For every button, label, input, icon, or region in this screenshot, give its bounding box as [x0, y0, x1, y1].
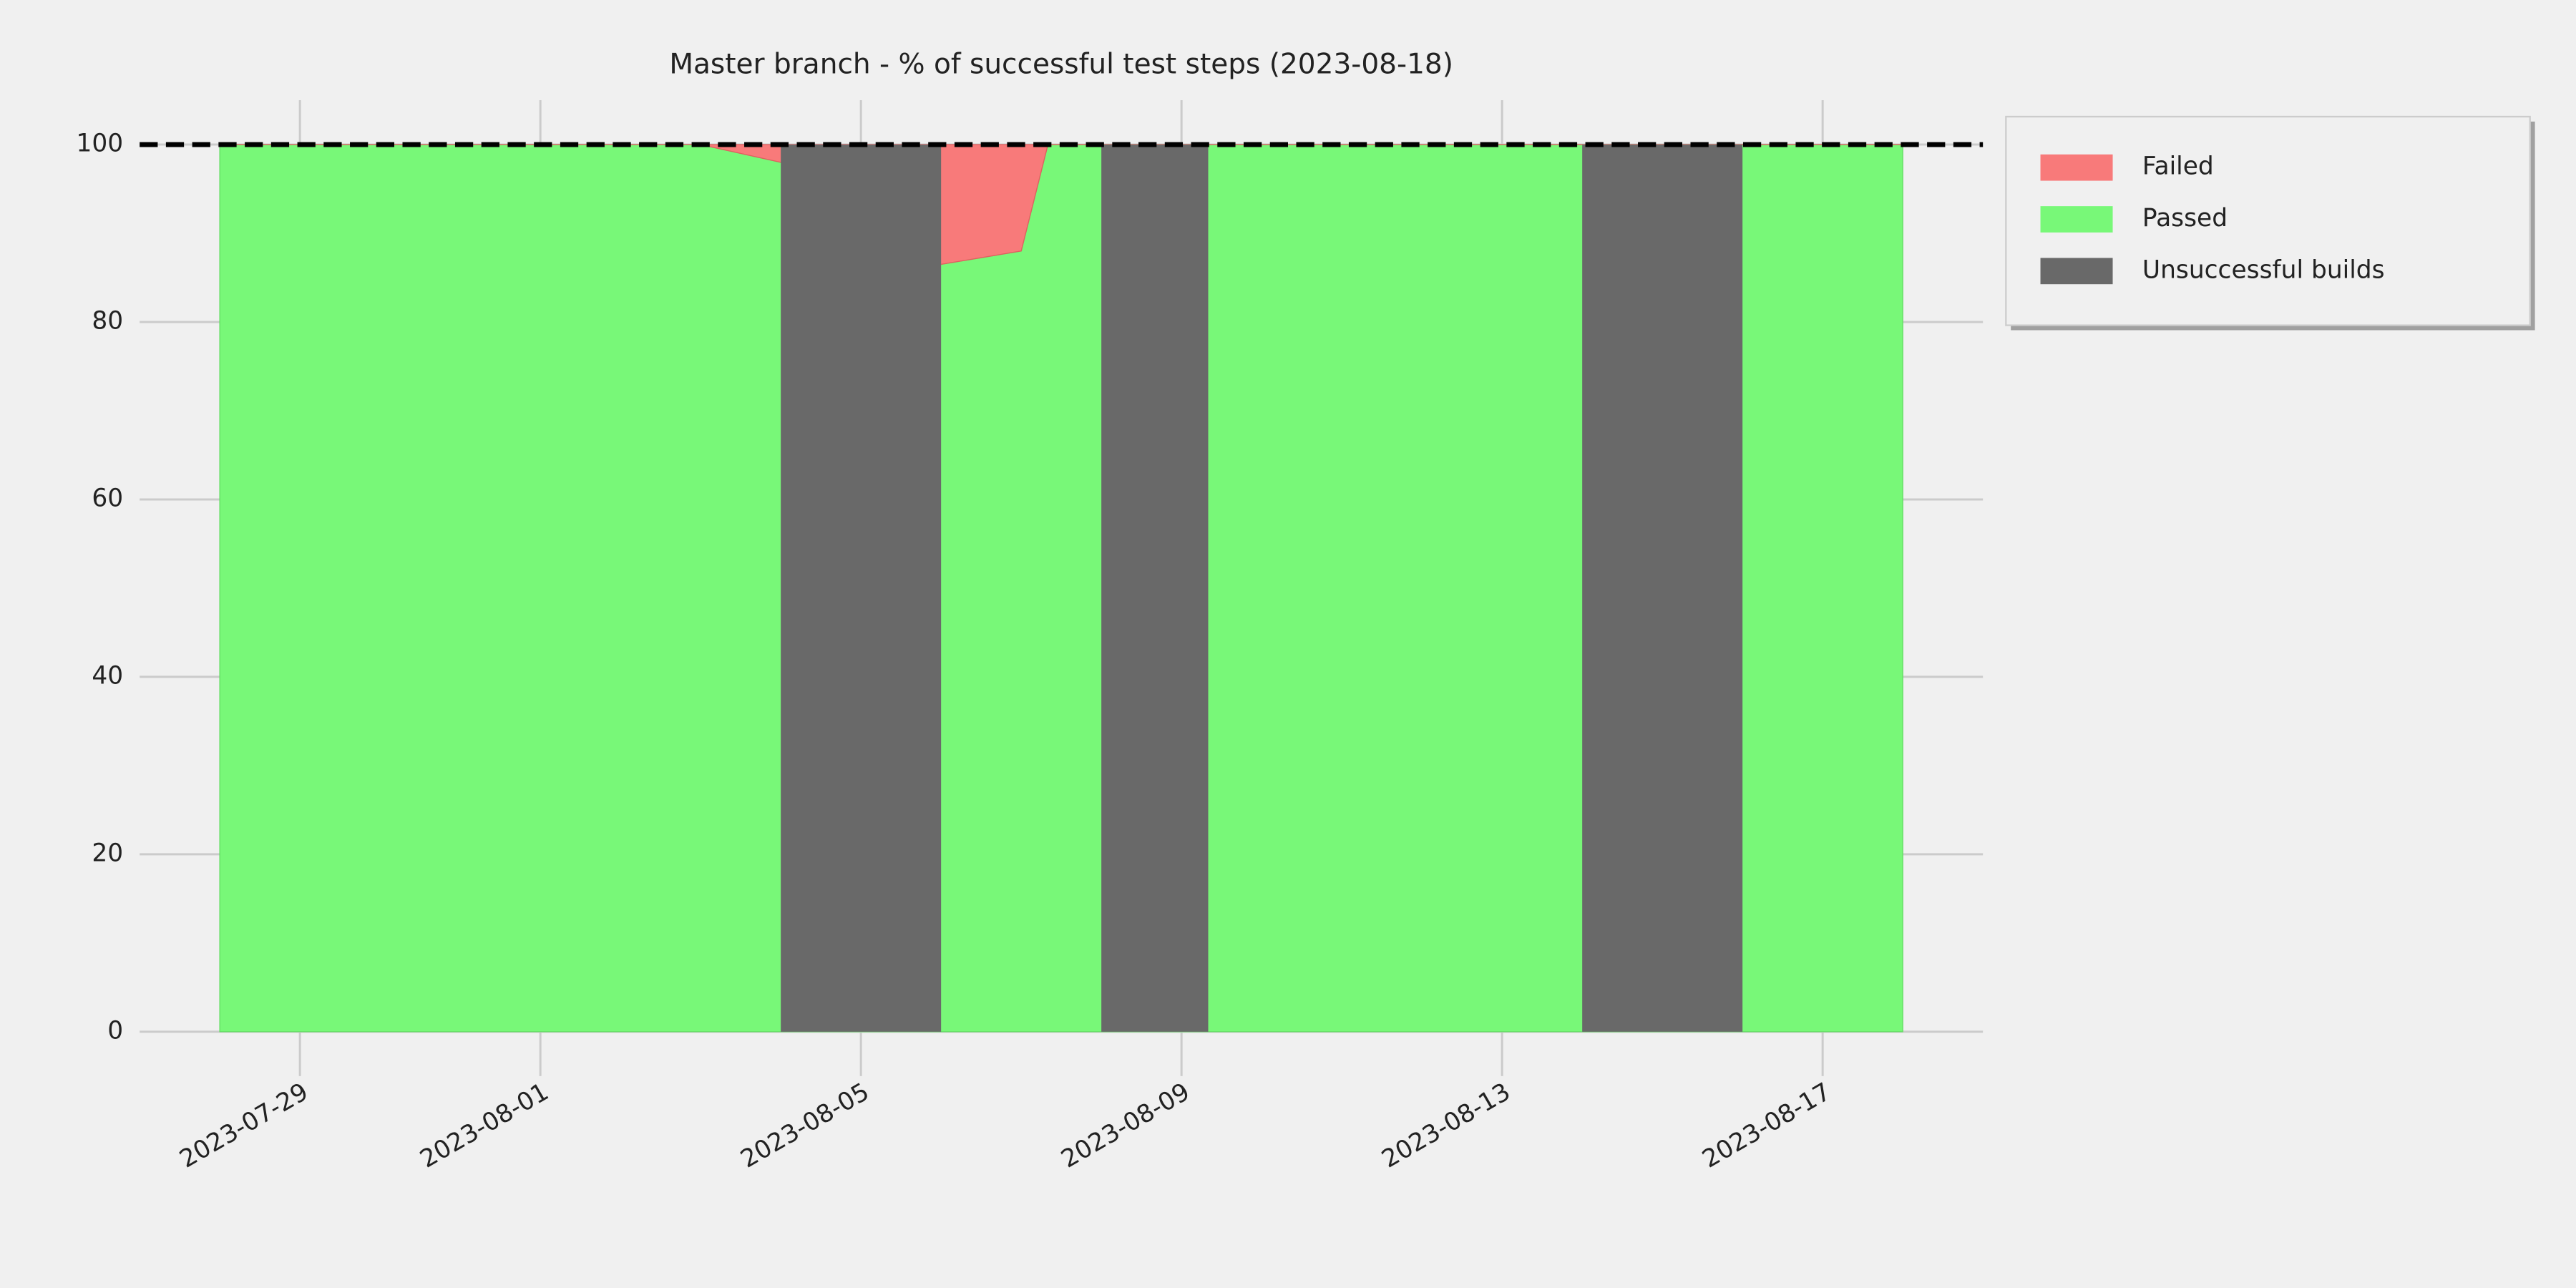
- legend: Failed Passed Unsuccessful builds: [2005, 115, 2535, 331]
- plot-area: [140, 142, 1984, 1033]
- unsuccessful-build-bar: [781, 145, 942, 1032]
- chart-title: Master branch - % of successful test ste…: [669, 48, 1453, 80]
- unsuccessful-build-bar: [1101, 145, 1209, 1032]
- legend-label: Failed: [2142, 152, 2214, 181]
- y-tick-label: 0: [107, 1016, 123, 1045]
- unsuccessful-build-bar: [1582, 145, 1743, 1032]
- legend-swatch: [2040, 154, 2113, 181]
- y-tick-label: 100: [76, 130, 123, 158]
- y-tick-label: 60: [92, 484, 123, 512]
- legend-swatch: [2040, 258, 2113, 285]
- y-tick-label: 80: [92, 307, 123, 336]
- legend-swatch: [2040, 206, 2113, 233]
- legend-label: Unsuccessful builds: [2142, 255, 2385, 284]
- y-tick-label: 40: [92, 661, 123, 690]
- legend-label: Passed: [2142, 204, 2228, 233]
- y-tick-label: 20: [92, 839, 123, 867]
